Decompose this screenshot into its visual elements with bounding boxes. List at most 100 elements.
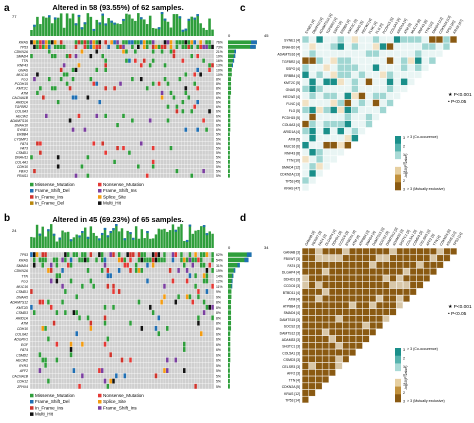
- mutation-cell: [106, 289, 110, 294]
- tmb-bar: [193, 17, 196, 36]
- mutation-cell: [42, 54, 45, 59]
- mutation-cell: [89, 109, 93, 114]
- tmb-bar: [81, 230, 84, 248]
- mutation-cell: [202, 77, 205, 82]
- mutation-cell: [196, 100, 200, 105]
- tmb-bar: [92, 28, 96, 36]
- mutation-cell: [65, 95, 69, 100]
- mutation-cell: [132, 325, 135, 331]
- mutation-cell: [171, 278, 175, 284]
- gene-label: FAT4: [20, 348, 28, 352]
- mutation-cell: [103, 352, 107, 358]
- mutation-cell: [81, 341, 84, 347]
- mutation-cell: [175, 67, 179, 72]
- mutation-cell: [98, 378, 101, 384]
- mutation-cell: [169, 164, 173, 169]
- gene-label-left: BTBD11 [4]: [283, 291, 300, 295]
- mutation-cell: [154, 58, 158, 63]
- mutation-cell: [77, 54, 81, 59]
- mutation-cell: [154, 325, 158, 331]
- mutation-cell: [184, 109, 188, 114]
- gene-label-left: ERBB4 [4]: [284, 74, 300, 78]
- mutation-cell: [52, 283, 56, 289]
- matrix-cell: [335, 248, 343, 255]
- mutation-cell: [30, 113, 33, 118]
- tmb-bar: [116, 23, 119, 36]
- percent-label: 5%: [216, 146, 221, 150]
- legend-label: In_Frame_Ins: [35, 194, 64, 199]
- mutation-cell: [154, 289, 158, 294]
- matrix-cell: [349, 248, 356, 255]
- mutation-cell: [92, 383, 95, 389]
- mutation-cell: [89, 95, 93, 100]
- mutation-cell: [166, 278, 169, 284]
- mutation-cell: [211, 383, 214, 389]
- percent-label: 5%: [216, 137, 221, 141]
- mutation-cell: [178, 141, 182, 146]
- mutation-cell: [151, 373, 155, 379]
- mutation-cell: [56, 159, 60, 164]
- mutation-cell: [166, 44, 170, 49]
- mutation-cell: [123, 336, 127, 342]
- mutation-cell: [123, 278, 127, 284]
- tmb-bar: [67, 231, 70, 248]
- gene-label-left: CELSR3 [3]: [282, 365, 300, 369]
- mutation-cell: [148, 63, 152, 68]
- mutation-cell: [33, 150, 36, 155]
- mutation-cell: [154, 155, 158, 160]
- mutation-cell: [211, 320, 214, 326]
- matrix-cell: [308, 369, 316, 376]
- mutation-cell: [62, 146, 66, 151]
- mutation-cell: [47, 81, 51, 86]
- mutation-cell: [77, 164, 81, 169]
- mutation-cell: [125, 95, 128, 100]
- mutation-cell: [140, 341, 144, 347]
- mutation-cell: [39, 150, 42, 155]
- mutation-cell: [202, 100, 205, 105]
- mutation-cell: [71, 146, 75, 151]
- mutation-cell: [136, 40, 140, 45]
- mutation-cell: [157, 273, 161, 279]
- mutation-cell: [117, 283, 121, 289]
- matrix-cell: [396, 268, 403, 275]
- mutation-cell: [98, 310, 101, 316]
- mutation-cell: [208, 378, 212, 384]
- mutation-cell: [110, 49, 113, 54]
- mutation-cell: [69, 283, 73, 289]
- gene-freq-bar: [228, 252, 252, 257]
- mutation-cell: [110, 104, 113, 109]
- mutation-cell: [174, 378, 178, 384]
- mutation-cell: [171, 368, 175, 373]
- mutation-cell: [95, 331, 98, 337]
- mutation-cell: [98, 283, 101, 289]
- matrix-cell: [356, 248, 363, 255]
- mutation-cell: [140, 320, 144, 326]
- mutation-cell: [39, 44, 42, 49]
- mutation-cell: [47, 173, 51, 178]
- matrix-cell: [302, 148, 309, 156]
- mutation-cell: [143, 368, 146, 373]
- mutation-cell: [115, 273, 118, 279]
- mutation-cell: [194, 331, 197, 337]
- mutation-cell: [180, 268, 183, 273]
- mutation-cell: [33, 118, 36, 123]
- mutation-cell: [50, 113, 54, 118]
- mutation-cell: [38, 331, 42, 337]
- mutation-cell: [199, 77, 202, 82]
- mutation-cell: [83, 81, 87, 86]
- tmb-bar-segment: [101, 13, 104, 16]
- mutation-cell: [62, 159, 66, 164]
- mutation-cell: [205, 118, 208, 123]
- gene-label: COL4A1: [15, 160, 28, 164]
- mutation-cell: [47, 252, 50, 258]
- mutation-cell: [59, 169, 63, 174]
- mutation-cell: [32, 294, 36, 300]
- mutation-cell: [177, 383, 180, 389]
- mutation-cell: [33, 109, 36, 114]
- mutation-cell: [132, 336, 135, 342]
- mutation-cell: [188, 347, 192, 352]
- mutation-cell: [131, 109, 134, 114]
- mutation-cell: [160, 331, 163, 337]
- mutation-cell: [44, 173, 48, 178]
- matrix-cell: [302, 396, 309, 403]
